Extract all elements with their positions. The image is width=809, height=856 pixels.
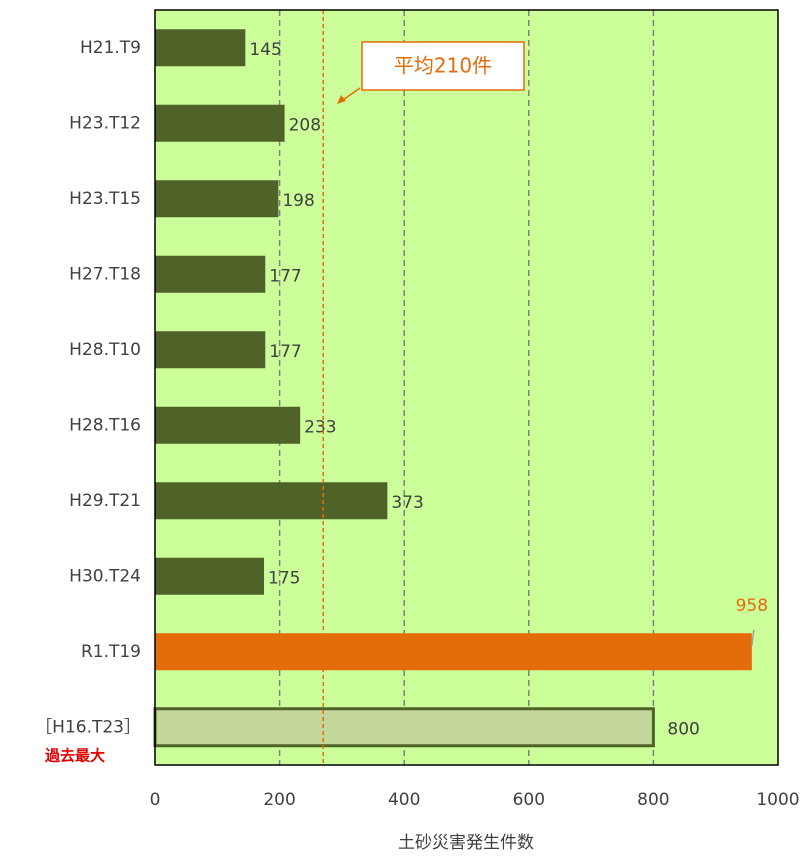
value-label: 958: [736, 596, 768, 616]
y-tick-label: H23.T12: [69, 113, 141, 133]
y-tick-label: H21.T9: [80, 38, 141, 58]
x-axis-title: 土砂災害発生件数: [398, 833, 534, 853]
bar: [155, 331, 266, 369]
y-tick-label: H23.T15: [69, 189, 141, 209]
bar: [155, 482, 388, 520]
annotation-box: [361, 41, 525, 91]
bar: [153, 707, 655, 748]
plot-border: [154, 9, 779, 766]
y-tick-label: H28.T10: [69, 340, 141, 360]
x-tick-label: 400: [388, 790, 420, 810]
y-tick-label: ［H16.T23］: [35, 717, 141, 737]
bar: [155, 104, 285, 142]
value-label: 800: [667, 719, 699, 739]
bar: [155, 406, 301, 444]
bar: [155, 633, 752, 671]
value-label: 177: [269, 266, 301, 286]
x-tick-label: 200: [263, 790, 295, 810]
x-tick-label: 0: [150, 790, 161, 810]
annotation-arrowhead: [337, 95, 346, 104]
y-tick-label: H30.T24: [69, 566, 141, 586]
bar: [155, 557, 265, 595]
annotation-text: 平均210件: [394, 54, 492, 78]
x-tick-label: 600: [513, 790, 545, 810]
value-label: 233: [304, 417, 336, 437]
leader-line: [751, 629, 755, 646]
value-label: 373: [391, 493, 423, 513]
value-label: 145: [249, 40, 281, 60]
x-tick-label: 800: [637, 790, 669, 810]
value-label: 177: [269, 342, 301, 362]
record-note: 過去最大: [44, 747, 105, 765]
x-tick-label: 1000: [756, 790, 799, 810]
y-tick-label: H27.T18: [69, 264, 141, 284]
y-tick-label: R1.T19: [81, 642, 141, 662]
bar: [155, 255, 266, 293]
value-label: 198: [282, 191, 314, 211]
value-label: 208: [289, 115, 321, 135]
y-tick-label: H29.T21: [69, 491, 141, 511]
bar: [155, 180, 279, 218]
bar: [155, 29, 246, 67]
value-label: 175: [268, 568, 300, 588]
y-tick-label: H28.T16: [69, 415, 141, 435]
